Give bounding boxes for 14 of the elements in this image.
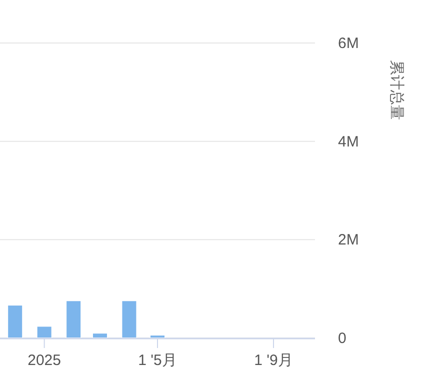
bar [92, 332, 108, 338]
bar [150, 334, 166, 338]
y-tick-label: 6M [338, 35, 359, 52]
bar [121, 300, 138, 338]
bar [66, 300, 82, 338]
x-tick-label: 1 '9月 [254, 352, 293, 369]
bar [36, 326, 52, 338]
y-tick-label: 0 [338, 330, 346, 347]
y-tick-label: 4M [338, 133, 359, 150]
y-axis-title: 累计总量 [388, 60, 405, 120]
x-tick-label: 2025 [28, 352, 62, 369]
x-tick-label: 1 '5月 [138, 352, 177, 369]
y-tick-label: 2M [338, 232, 359, 249]
bar [7, 304, 24, 338]
